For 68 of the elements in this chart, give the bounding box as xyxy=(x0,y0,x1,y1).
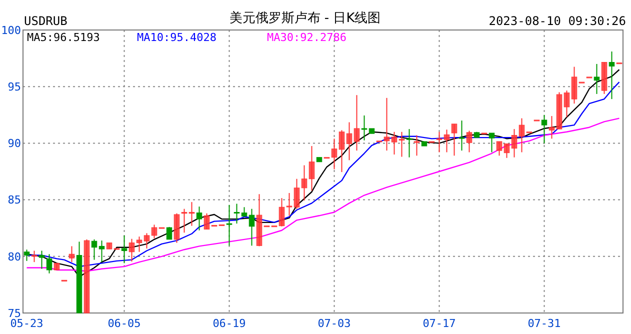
candlestick xyxy=(384,97,390,152)
candlestick xyxy=(488,132,495,153)
candlestick xyxy=(136,236,142,252)
candlestick xyxy=(331,138,338,170)
y-tick-label: 95 xyxy=(8,80,21,94)
candlestick xyxy=(226,204,232,246)
text: USDRUB xyxy=(24,14,68,28)
x-tick-label: 06-19 xyxy=(212,317,246,330)
candlestick xyxy=(166,226,172,240)
candlestick xyxy=(68,246,75,263)
candlestick xyxy=(504,143,510,158)
candlestick xyxy=(564,90,570,118)
candlestick xyxy=(241,206,248,218)
candlestick xyxy=(361,114,368,141)
candlestick xyxy=(144,232,150,249)
candlestick xyxy=(451,123,458,156)
text: 2023-08-10 09:30:26 xyxy=(488,14,626,28)
candlestick xyxy=(414,134,420,156)
candlestick xyxy=(354,94,360,152)
candlestick xyxy=(278,198,285,227)
candlestick xyxy=(128,238,135,262)
candlestick xyxy=(346,122,352,161)
candlestick xyxy=(594,63,600,94)
candlestick xyxy=(196,206,202,231)
candlestick xyxy=(98,240,105,263)
candlestick xyxy=(151,224,158,239)
candlestick xyxy=(398,131,405,158)
x-tick-label: 07-31 xyxy=(528,317,561,330)
y-tick-label: 85 xyxy=(8,194,21,207)
text: MA30:92.2786 xyxy=(267,31,346,44)
text: MA10:95.4028 xyxy=(137,31,216,44)
candlestick xyxy=(466,130,472,153)
y-tick-label: 75 xyxy=(8,306,21,320)
candlestick xyxy=(234,203,240,224)
candlestick xyxy=(248,208,255,246)
text: MA5:96.5193 xyxy=(27,31,100,44)
candlestick xyxy=(496,141,502,156)
candlestick xyxy=(571,66,578,104)
candlestick xyxy=(121,234,128,264)
candlestick xyxy=(391,131,398,156)
x-tick-label: 05-23 xyxy=(10,317,44,330)
y-tick-label: 80 xyxy=(8,250,21,264)
candlestick xyxy=(204,212,210,230)
candlestick xyxy=(46,254,52,274)
candlestick xyxy=(308,146,315,192)
candlestick xyxy=(286,192,292,216)
chart-title: 美元俄罗斯卢布 - 日K线图 xyxy=(229,10,381,26)
candlestick xyxy=(608,51,615,100)
candlestick xyxy=(301,164,308,201)
x-tick-label: 07-03 xyxy=(318,317,351,330)
candlestick xyxy=(511,128,518,158)
y-tick-label: 90 xyxy=(8,137,21,150)
candlestick xyxy=(406,128,412,158)
candlestick xyxy=(444,129,450,153)
x-tick-label: 06-05 xyxy=(108,317,141,330)
candlestick xyxy=(294,178,300,210)
line-series xyxy=(26,118,620,272)
candlestick xyxy=(91,238,98,260)
candlestick xyxy=(338,130,345,173)
candlestick xyxy=(548,116,555,140)
candlestick xyxy=(436,131,442,153)
candlestick xyxy=(541,114,548,144)
candlestick xyxy=(38,250,45,270)
x-tick-label: 07-17 xyxy=(422,317,456,330)
candlestick xyxy=(458,120,465,152)
candlestick xyxy=(24,249,30,262)
candlestick xyxy=(518,118,525,153)
y-tick-label: 100 xyxy=(1,24,21,37)
